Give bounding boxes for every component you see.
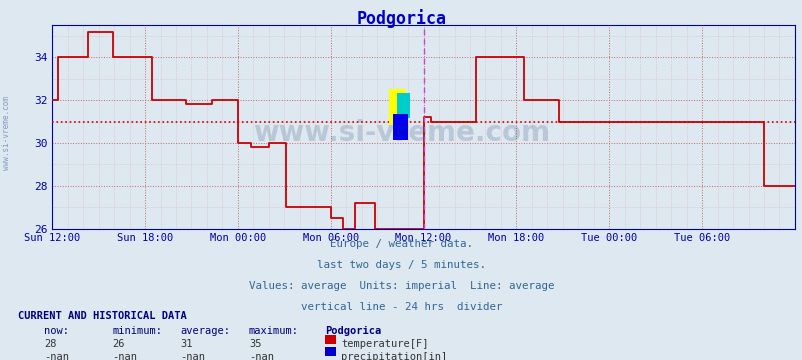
Text: 26: 26 [112, 339, 125, 349]
Text: last two days / 5 minutes.: last two days / 5 minutes. [317, 260, 485, 270]
Text: maximum:: maximum: [249, 326, 298, 336]
Text: now:: now: [44, 326, 69, 336]
Text: 28: 28 [44, 339, 57, 349]
Text: Podgorica: Podgorica [356, 9, 446, 28]
Text: Values: average  Units: imperial  Line: average: Values: average Units: imperial Line: av… [249, 281, 553, 291]
Text: -nan: -nan [44, 352, 69, 360]
Text: 35: 35 [249, 339, 261, 349]
Text: 31: 31 [180, 339, 193, 349]
Text: www.si-vreme.com: www.si-vreme.com [253, 119, 549, 147]
Text: temperature[F]: temperature[F] [341, 339, 428, 349]
Text: Podgorica: Podgorica [325, 326, 381, 336]
Text: www.si-vreme.com: www.si-vreme.com [2, 96, 11, 170]
Text: Europe / weather data.: Europe / weather data. [330, 239, 472, 249]
Text: -nan: -nan [249, 352, 273, 360]
Text: precipitation[in]: precipitation[in] [341, 352, 447, 360]
Text: CURRENT AND HISTORICAL DATA: CURRENT AND HISTORICAL DATA [18, 311, 186, 321]
Text: -nan: -nan [112, 352, 137, 360]
Text: average:: average: [180, 326, 230, 336]
Text: minimum:: minimum: [112, 326, 162, 336]
Text: vertical line - 24 hrs  divider: vertical line - 24 hrs divider [301, 302, 501, 312]
Text: -nan: -nan [180, 352, 205, 360]
